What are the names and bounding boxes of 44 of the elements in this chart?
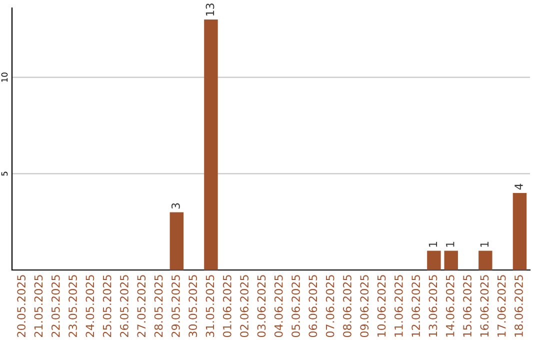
x-tick-label: 22.05.2025 — [51, 275, 60, 337]
x-tick-label: 10.06.2025 — [377, 275, 386, 337]
x-tick-label: 27.05.2025 — [137, 275, 146, 337]
data-label: 13 — [206, 4, 214, 16]
x-tick-label: 11.06.2025 — [394, 275, 403, 337]
x-tick-label: 15.06.2025 — [463, 275, 472, 337]
x-tick-label: 25.05.2025 — [102, 275, 112, 337]
y-tick-label: 10 — [1, 72, 8, 82]
x-tick-label: 03.06.2025 — [257, 275, 266, 338]
x-tick-label: 08.06.2025 — [343, 275, 352, 338]
x-tick-label: 12.06.2025 — [412, 275, 420, 337]
x-tick-label: 29.05.2025 — [171, 275, 180, 337]
data-label: 4 — [514, 184, 523, 190]
data-label: 1 — [480, 242, 488, 247]
x-tick-label: 30.05.2025 — [188, 275, 198, 337]
x-tick-label: 17.06.2025 — [497, 275, 506, 337]
x-tick-label: 09.06.2025 — [360, 275, 369, 338]
bar — [444, 250, 458, 270]
x-tick-label: 06.06.2025 — [308, 275, 318, 338]
bar — [170, 212, 184, 270]
x-tick-label: 24.05.2025 — [86, 275, 94, 337]
x-tick-label: 31.05.2025 — [206, 275, 214, 337]
data-label: 1 — [446, 242, 454, 247]
data-label: 3 — [171, 203, 180, 209]
bar — [512, 192, 527, 270]
x-tick-label: 13.06.2025 — [428, 275, 438, 337]
x-tick-label: 02.06.2025 — [240, 275, 248, 338]
x-tick-label: 18.06.2025 — [514, 275, 523, 337]
x-tick-label: 28.05.2025 — [154, 275, 163, 337]
x-tick-label: 07.06.2025 — [326, 275, 334, 338]
x-tick-label: 04.06.2025 — [274, 275, 283, 338]
bar — [427, 250, 441, 270]
y-tick-label: 5 — [1, 172, 8, 176]
x-tick-label: 05.06.2025 — [292, 275, 300, 338]
x-tick-label: 01.06.2025 — [222, 275, 232, 338]
x-tick-label: 26.05.2025 — [120, 275, 128, 337]
x-tick-label: 21.05.2025 — [34, 275, 43, 337]
bar — [204, 20, 218, 270]
bar — [478, 250, 492, 270]
x-tick-label: 20.05.2025 — [17, 275, 26, 337]
x-tick-label: 23.05.2025 — [68, 275, 77, 337]
data-label: 1 — [428, 242, 438, 247]
x-tick-label: 14.06.2025 — [446, 275, 454, 337]
x-tick-label: 16.06.2025 — [480, 275, 489, 337]
